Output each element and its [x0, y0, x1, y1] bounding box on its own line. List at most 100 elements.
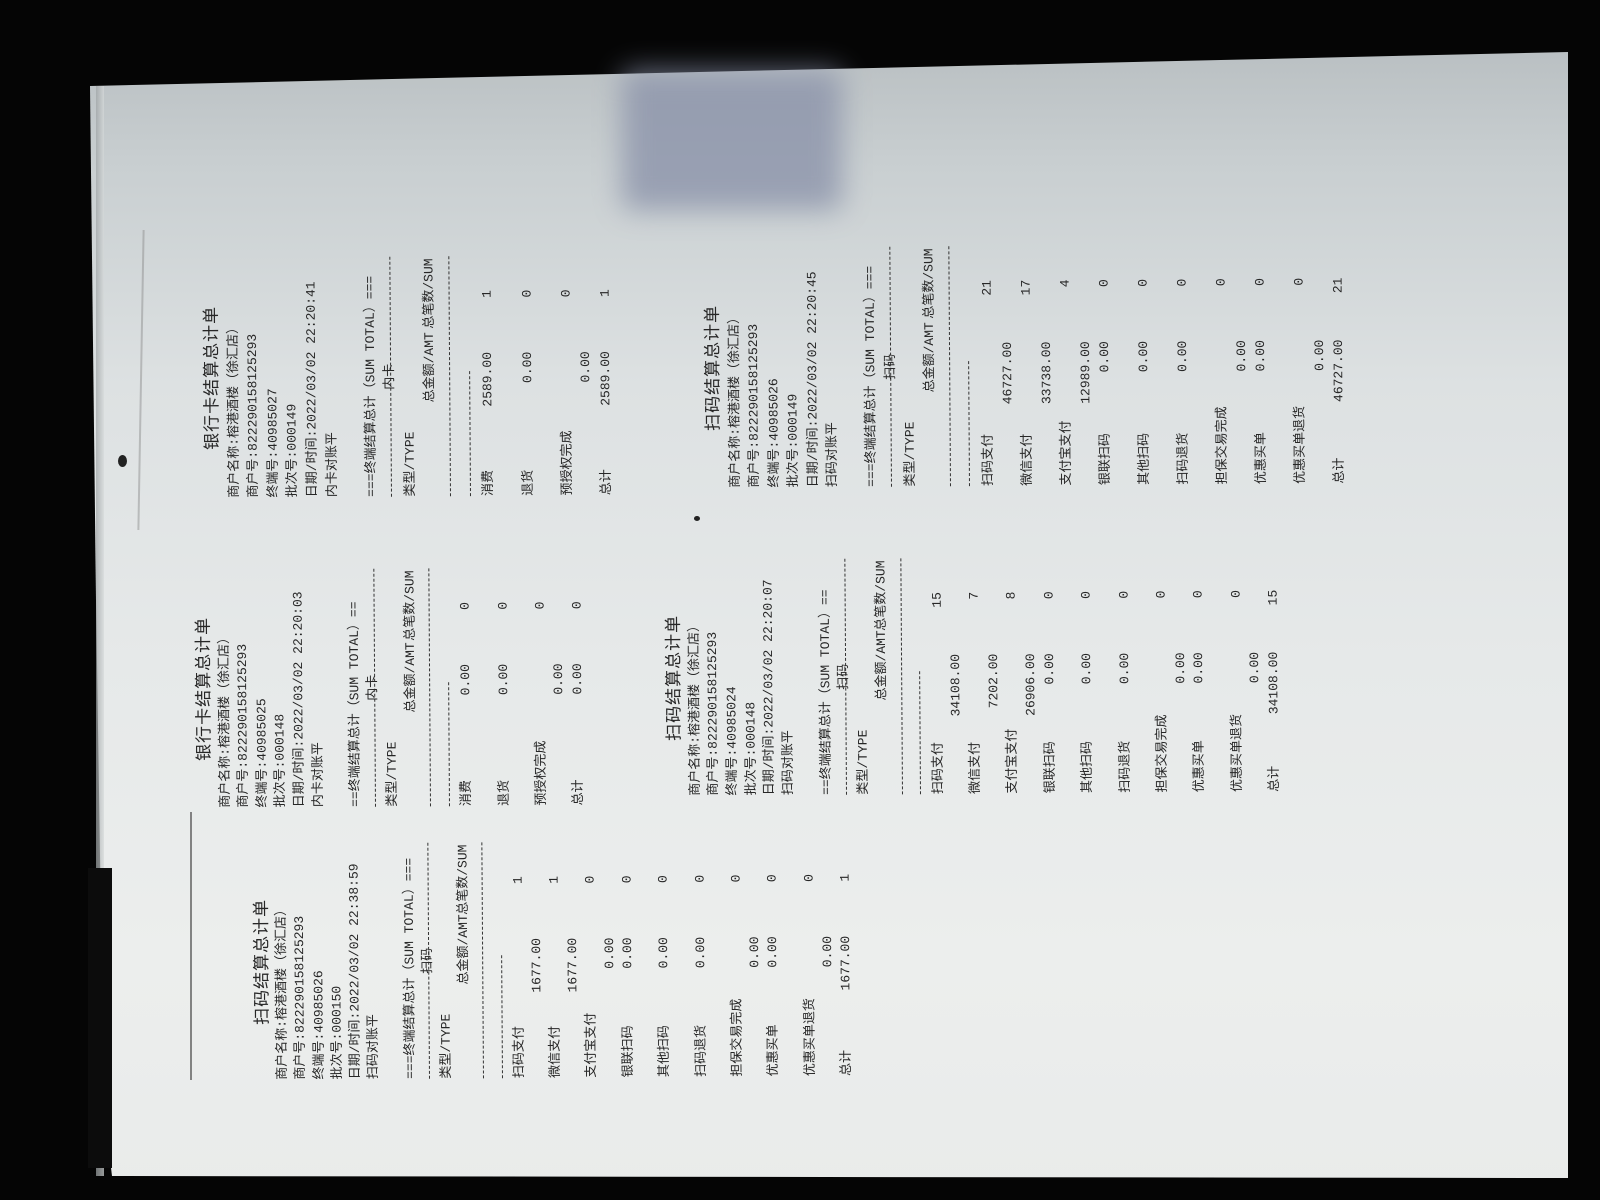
total-label: 总计 — [1266, 765, 1282, 792]
summary-row-amount-line — [1153, 245, 1174, 485]
merchant-number: 商户号:822290158125293 — [245, 333, 262, 498]
row-amount: 34108.00 — [948, 653, 964, 717]
summary-row-amount-line — [1192, 244, 1213, 484]
row-count: 0 — [1291, 277, 1307, 286]
total-row: 总计 2589.00 1 — [595, 255, 616, 495]
dashed-divider — [448, 682, 451, 807]
row-amount: 26906.00 — [1023, 653, 1039, 716]
summary-row-amount-line: 26906.00 — [1021, 557, 1041, 793]
row-label: 优惠买单退货 — [1229, 713, 1245, 793]
total-amount: 1677.00 — [838, 935, 854, 991]
row-label: 消费 — [459, 780, 475, 807]
row-label: 预授权完成 — [533, 740, 549, 806]
row-amount: 1677.00 — [528, 937, 545, 993]
count-column-header: 总笔数/SUM — [420, 258, 437, 329]
row-amount: 0.00 — [519, 351, 535, 384]
row-label: 其他扫码 — [1079, 741, 1096, 794]
row-amount: 0.00 — [1135, 340, 1152, 373]
row-label: 担保交易完成 — [1154, 714, 1170, 793]
receipt-scan-settlement-1: 扫码结算总计单 商户名称:榕港酒楼（徐汇店） 商户号:822290158125293… — [254, 840, 856, 1080]
row-amount: 0.00 — [1174, 340, 1191, 372]
row-count: 0 — [1252, 278, 1268, 286]
row-amount: 0.00 — [1079, 653, 1095, 685]
dashed-divider — [891, 558, 911, 795]
row-count: 0 — [1153, 590, 1169, 599]
summary-row-amount-line: 34108.00 — [947, 558, 967, 794]
channel-label: 扫码 — [419, 947, 435, 974]
row-amount: 12989.00 — [1077, 341, 1093, 404]
sum-total-header: ==终端结算总计（SUM TOTAL）== — [817, 589, 834, 795]
receipt-title: 扫码结算总计单 — [253, 898, 274, 1026]
type-label: 类型/TYPE — [855, 729, 871, 795]
summary-row-amount-line — [497, 256, 518, 496]
channel-label: 内卡 — [365, 674, 381, 701]
sum-total-header: ===终端结算总计（SUM TOTAL）=== — [362, 275, 379, 497]
dashed-divider — [919, 671, 922, 795]
row-label: 预授权完成 — [559, 430, 575, 496]
row-label: 扫码支付 — [980, 433, 996, 487]
merchant-name: 商户名称:榕港酒楼（徐汇店） — [225, 320, 242, 498]
channel-divider: 扫码 — [418, 842, 438, 1079]
receipt-bankcard-settlement-1: 银行卡结算总计单 商户名称:榕港酒楼（徐汇店） 商户号:82229015812529… — [196, 567, 588, 808]
summary-row: 担保交易完成 0 — [1211, 244, 1232, 484]
summary-row: 支付宝支付 8 — [1003, 558, 1023, 794]
count-column-header: 总笔数/SUM — [455, 844, 471, 915]
date-time: 日期/时间:2022/03/02 22:20:45 — [803, 271, 821, 488]
row-amount: 0.00 — [495, 663, 511, 696]
summary-row: 扫码支付 1 — [509, 842, 529, 1078]
row-amount: 0.00 — [551, 663, 567, 695]
merchant-name: 商户名称:榕港酒楼（徐汇店） — [216, 630, 233, 808]
column-header: 总金额/AMT 总笔数/SUM — [919, 246, 940, 486]
row-label: 扫码退货 — [693, 1024, 709, 1077]
summary-row-amount-line: 1677.00 — [527, 842, 547, 1078]
summary-row: 微信支付 17 — [1016, 246, 1037, 486]
summary-row: 优惠买单退货 0 — [1289, 244, 1310, 484]
row-label: 微信支付 — [547, 1025, 563, 1078]
row-count: 0 — [619, 875, 635, 884]
summary-row: 支付宝支付 4 — [1055, 245, 1076, 485]
dashed-divider — [419, 568, 439, 807]
row-label: 担保交易完成 — [1214, 406, 1230, 485]
channel-divider: 扫码 — [880, 246, 901, 487]
row-amount: 1677.00 — [565, 937, 581, 993]
dashed-divider — [500, 955, 503, 1079]
row-amount: 0.00 — [1172, 652, 1188, 684]
total-amount: 46727.00 — [1330, 339, 1347, 403]
row-amount: 33738.00 — [1038, 341, 1054, 405]
row-amount: 0.00 — [765, 936, 781, 968]
summary-row: 扫码退货 0 0.00 — [691, 841, 711, 1077]
dashed-divider — [428, 568, 432, 807]
reconcile-status: 扫码对账平 — [780, 730, 797, 796]
row-label: 优惠买单 — [1191, 740, 1208, 793]
reconcile-status: 扫码对账平 — [824, 422, 840, 488]
row-label: 银联扫码 — [1042, 741, 1058, 794]
merchant-name: 商户名称:榕港酒楼（徐汇店） — [686, 618, 703, 796]
channel-divider: 内卡 — [380, 256, 401, 497]
row-count: 17 — [1018, 279, 1034, 296]
summary-row: 消费 1 2589.00 — [478, 256, 499, 496]
sum-total-header: ==终端结算总计（SUM TOTAL）== — [346, 601, 363, 807]
column-header: 总金额/AMT 总笔数/SUM — [401, 568, 421, 806]
summary-row: 优惠买单 0 0.00 — [1250, 244, 1271, 484]
row-count: 0 — [692, 874, 708, 883]
summary-row-amount-line: 33738.00 — [1036, 246, 1057, 486]
merchant-name: 商户名称:榕港酒楼（徐汇店） — [273, 902, 291, 1080]
summary-row-amount-line: 0.00 — [550, 567, 570, 805]
type-label: 类型/TYPE — [402, 431, 418, 497]
total-count: 1 — [837, 873, 853, 882]
reconcile-status: 内卡对账平 — [310, 742, 326, 808]
row-count: 0 — [495, 601, 511, 610]
channel-label: 内卡 — [382, 363, 398, 390]
row-label: 其他扫码 — [656, 1025, 673, 1078]
summary-row: 担保交易完成 0 — [727, 841, 747, 1077]
row-amount: 0.00 — [692, 936, 708, 969]
reconcile-status: 扫码对账平 — [365, 1014, 382, 1080]
row-amount: 0.00 — [619, 937, 635, 969]
row-label: 银联扫码 — [620, 1025, 636, 1078]
count-column-header: 总笔数/SUM — [920, 248, 937, 319]
batch-number: 批次号:000150 — [329, 985, 345, 1080]
summary-row: 优惠买单 0 0.00 — [764, 840, 784, 1076]
row-count: 0 — [1078, 591, 1094, 599]
total-amount: 2589.00 — [597, 351, 614, 406]
row-count: 4 — [1057, 279, 1073, 288]
